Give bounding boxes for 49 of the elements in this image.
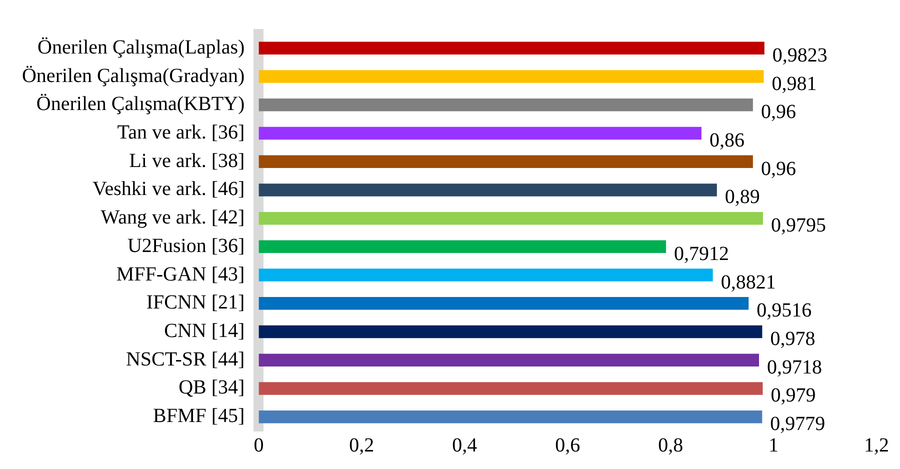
x-tick-label: 0 — [254, 434, 264, 456]
data-label: 0,96 — [760, 158, 796, 180]
data-label: 0,9516 — [756, 300, 812, 322]
data-label: 0,96 — [760, 101, 796, 124]
y-tick-label: Veshki ve ark. [46] — [92, 178, 245, 200]
bar — [258, 70, 764, 83]
x-tick-label: 1 — [768, 434, 779, 456]
bar — [258, 382, 763, 395]
y-tick-label: Li ve ark. [38] — [129, 150, 245, 172]
x-tick-label: 0,8 — [658, 434, 684, 456]
bar — [258, 98, 753, 112]
bar — [258, 42, 764, 55]
data-label: 0,9795 — [770, 214, 826, 237]
y-tick-label: QB [34] — [178, 376, 245, 399]
data-label: 0,8821 — [720, 271, 776, 294]
data-label: 0,9718 — [767, 356, 822, 378]
data-label: 0,9823 — [772, 44, 828, 66]
data-label: 0,981 — [772, 72, 817, 95]
y-tick-label: Önerilen Çalışma(KBTY) — [36, 93, 245, 116]
bar — [258, 240, 666, 254]
y-tick-label: CNN [14] — [164, 320, 245, 342]
data-label: 0,7912 — [674, 242, 730, 265]
y-tick-label: U2Fusion [36] — [127, 234, 245, 257]
bar — [258, 184, 717, 196]
bar — [258, 155, 753, 168]
x-tick-label: 1,2 — [864, 434, 889, 456]
x-tick-label: 0,2 — [349, 434, 374, 456]
bar — [258, 297, 749, 310]
y-tick-label: BFMF [45] — [152, 405, 245, 428]
bar — [258, 410, 762, 424]
x-tick-label: 0,6 — [555, 434, 580, 456]
bar — [258, 212, 763, 225]
bar — [258, 126, 702, 140]
data-label: 0,9779 — [770, 413, 826, 436]
data-label: 0,89 — [724, 186, 760, 208]
bar — [258, 354, 760, 366]
y-tick-label: MFF-GAN [43] — [116, 263, 245, 286]
bar — [258, 268, 713, 282]
y-tick-label: Önerilen Çalışma(Gradyan) — [22, 64, 245, 87]
y-tick-label: Wang ve ark. [42] — [100, 206, 245, 229]
data-label: 0,979 — [770, 384, 816, 407]
y-tick-label: NSCT-SR [44] — [126, 348, 245, 370]
data-label: 0,978 — [770, 328, 816, 350]
data-label: 0,86 — [709, 130, 744, 152]
y-tick-label: IFCNN [21] — [146, 292, 245, 314]
bar — [258, 325, 762, 338]
y-tick-label: Tan ve ark. [36] — [117, 122, 245, 144]
x-tick-label: 0,4 — [452, 434, 478, 456]
y-tick-label: Önerilen Çalışma(Laplas) — [38, 36, 245, 58]
